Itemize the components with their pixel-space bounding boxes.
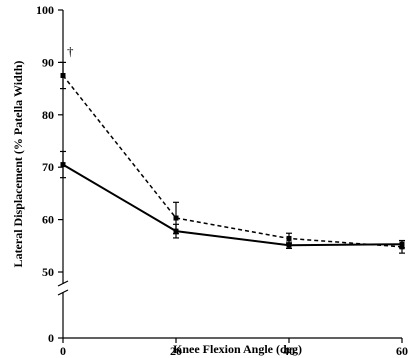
y-tick-label: 50 [42, 265, 54, 279]
y-tick-label: 80 [42, 108, 54, 122]
series-dashed [60, 61, 405, 254]
x-tick-label: 20 [170, 344, 182, 358]
annotation-layer: † [67, 44, 74, 59]
data-point [286, 242, 292, 248]
data-point [399, 244, 405, 250]
data-point [286, 235, 292, 241]
axes [57, 10, 402, 339]
x-tick-label: 60 [396, 344, 408, 358]
x-tick-label: 40 [283, 344, 295, 358]
x-ticks: 0 20 40 60 [60, 338, 408, 358]
series-solid [60, 150, 405, 250]
data-point [60, 73, 66, 78]
x-tick-label: 0 [60, 344, 66, 358]
y-axis-break-marker [57, 280, 69, 296]
y-tick-label: 100 [36, 3, 54, 17]
y-axis-title: Lateral Displacement (% Patella Width) [11, 61, 25, 268]
data-point [60, 162, 66, 168]
y-tick-label: 60 [42, 213, 54, 227]
series-line [62, 75, 403, 248]
axis-break-slash [57, 280, 69, 287]
data-point [173, 215, 179, 221]
annotation-dagger: † [67, 44, 74, 59]
x-axis-title: Knee Flexion Angle (deg) [173, 342, 302, 356]
series-layer [60, 61, 405, 254]
y-tick-label: 70 [42, 160, 54, 174]
y-tick-label: 0 [48, 331, 54, 345]
series-line [62, 163, 403, 247]
axis-break-slash [57, 289, 69, 296]
y-tick-label: 90 [42, 55, 54, 69]
y-ticks: 0 50 60 70 80 90 100 [36, 3, 63, 345]
